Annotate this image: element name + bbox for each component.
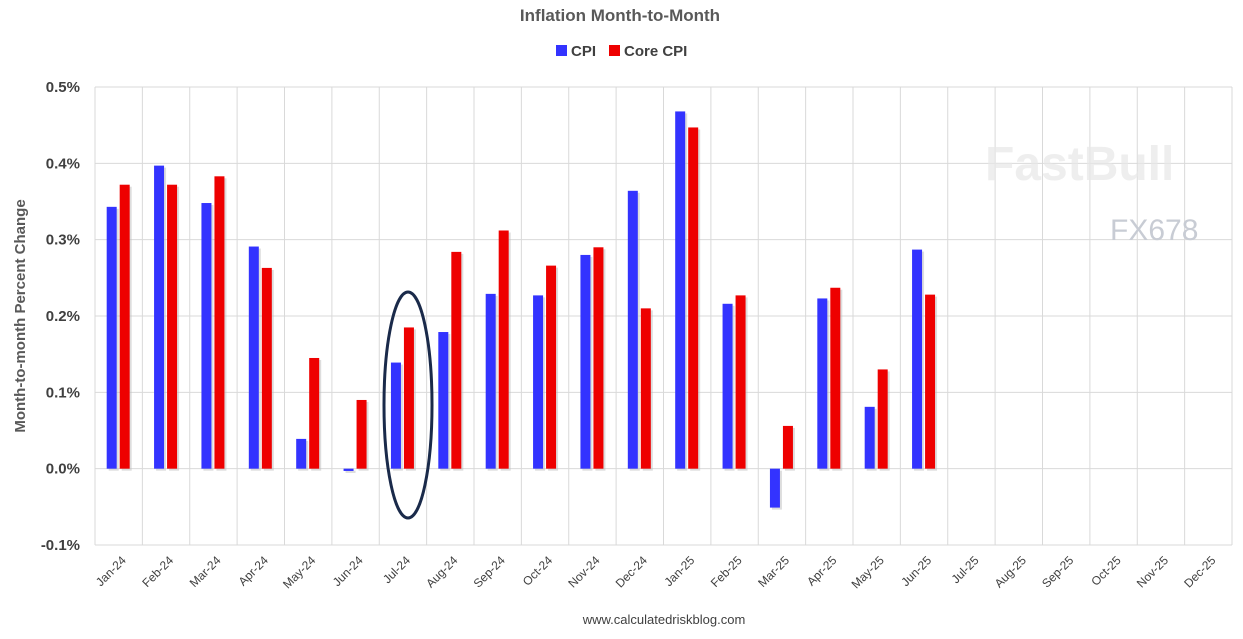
x-tick-label: Dec-25 — [1181, 553, 1218, 590]
bar-core-cpi-feb-24 — [167, 184, 178, 469]
x-tick-label: Aug-25 — [992, 553, 1029, 590]
bar-core-cpi-jun-25 — [925, 294, 936, 469]
y-tick-label: 0.2% — [46, 308, 80, 325]
y-tick-label: -0.1% — [41, 537, 80, 554]
bar-cpi-oct-24 — [533, 295, 544, 469]
bar-cpi-jan-25 — [675, 111, 686, 469]
x-tick-label: May-25 — [849, 553, 887, 591]
bar-shadow — [345, 470, 356, 473]
x-tick-label: Nov-25 — [1134, 553, 1171, 590]
bar-cpi-feb-25 — [722, 303, 733, 469]
x-tick-label: Oct-25 — [1088, 553, 1124, 589]
bar-cpi-jun-25 — [912, 249, 923, 469]
bar-cpi-jun-24 — [343, 468, 354, 471]
highlight-ellipse-jul-24 — [382, 290, 434, 520]
x-tick-label: May-24 — [280, 553, 318, 591]
bar-core-cpi-apr-24 — [261, 267, 272, 469]
watermark-fastbull: FastBull — [985, 138, 1174, 191]
bar-core-cpi-mar-25 — [782, 425, 793, 469]
bar-cpi-sep-24 — [485, 293, 496, 469]
bar-cpi-aug-24 — [438, 332, 449, 469]
x-tick-label: Jul-25 — [949, 553, 982, 586]
x-tick-label: Feb-24 — [139, 553, 176, 590]
y-tick-label: 0.0% — [46, 461, 80, 478]
x-tick-label: Aug-24 — [423, 553, 460, 590]
bar-core-cpi-feb-25 — [735, 295, 746, 469]
x-tick-label: Jan-25 — [661, 553, 697, 589]
x-tick-label: Apr-25 — [804, 553, 840, 589]
legend-swatch-cpi — [556, 45, 567, 56]
x-tick-label: Dec-24 — [613, 553, 650, 590]
legend-label-cpi: CPI — [571, 43, 596, 60]
x-tick-label: Oct-24 — [520, 553, 556, 589]
x-tick-label: Mar-25 — [755, 553, 792, 590]
legend-label-core-cpi: Core CPI — [624, 43, 687, 60]
bar-core-cpi-oct-24 — [546, 265, 557, 469]
bar-core-cpi-apr-25 — [830, 287, 841, 469]
bar-core-cpi-jan-25 — [688, 127, 699, 469]
x-tick-label: Jan-24 — [93, 553, 129, 589]
legend-swatch-core-cpi — [609, 45, 620, 56]
x-tick-label: Nov-24 — [565, 553, 602, 590]
x-tick-label: Jun-25 — [898, 553, 934, 589]
bar-core-cpi-dec-24 — [640, 308, 651, 469]
x-tick-label: Sep-25 — [1039, 553, 1076, 590]
y-axis-label: Month-to-month Percent Change — [12, 199, 29, 432]
bar-cpi-feb-24 — [154, 165, 165, 469]
bar-core-cpi-may-25 — [877, 369, 888, 469]
bar-cpi-nov-24 — [580, 254, 591, 469]
y-tick-label: 0.4% — [46, 155, 80, 172]
bar-core-cpi-mar-24 — [214, 176, 225, 469]
bar-core-cpi-jun-24 — [356, 399, 367, 469]
source-label: www.calculatedriskblog.com — [582, 612, 746, 627]
bar-cpi-may-25 — [864, 406, 875, 469]
bar-core-cpi-nov-24 — [593, 247, 604, 469]
bar-cpi-apr-25 — [817, 298, 828, 469]
x-tick-label: Jun-24 — [330, 553, 366, 589]
x-tick-label: Sep-24 — [471, 553, 508, 590]
bar-cpi-mar-25 — [769, 468, 780, 508]
bar-cpi-may-24 — [296, 438, 307, 469]
bar-cpi-apr-24 — [248, 246, 259, 469]
bar-cpi-dec-24 — [627, 190, 638, 469]
x-tick-label: Feb-25 — [708, 553, 745, 590]
bar-core-cpi-may-24 — [309, 357, 320, 469]
bar-core-cpi-jan-24 — [119, 184, 130, 469]
bar-cpi-jan-24 — [106, 206, 117, 469]
chart-title: Inflation Month-to-Month — [520, 6, 720, 25]
y-tick-label: 0.3% — [46, 232, 80, 249]
bar-core-cpi-sep-24 — [498, 230, 509, 469]
y-tick-label: 0.5% — [46, 79, 80, 96]
x-tick-label: Mar-24 — [187, 553, 224, 590]
y-tick-label: 0.1% — [46, 384, 80, 401]
bar-core-cpi-aug-24 — [451, 251, 462, 469]
bar-core-cpi-jul-24 — [403, 327, 414, 469]
bar-cpi-jul-24 — [390, 362, 401, 469]
bar-cpi-mar-24 — [201, 203, 212, 469]
x-tick-label: Apr-24 — [236, 553, 272, 589]
watermark-fx678: FX678 — [1110, 214, 1198, 247]
x-tick-label: Jul-24 — [380, 553, 413, 586]
